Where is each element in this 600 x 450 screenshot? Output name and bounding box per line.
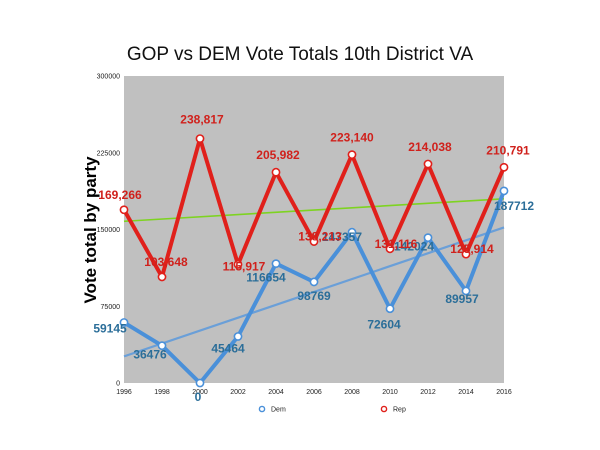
legend-marker-rep: [380, 405, 388, 413]
dem-point: [271, 259, 281, 269]
dem-data-label: 45464: [211, 341, 245, 355]
x-tick-label: 2006: [306, 389, 322, 396]
rep-data-label: 223,140: [330, 131, 374, 145]
x-tick-label: 1998: [154, 389, 170, 396]
rep-point: [119, 205, 129, 215]
dem-data-label: 72604: [367, 318, 401, 332]
x-tick-label: 2016: [496, 389, 512, 396]
legend: Dem Rep: [258, 405, 406, 414]
rep-trend-line: [123, 198, 505, 223]
rep-data-label: 103,648: [144, 255, 188, 269]
legend-label-rep: Rep: [393, 407, 406, 414]
dem-point: [499, 186, 509, 196]
dem-data-label: 89957: [445, 292, 479, 306]
x-tick-label: 2004: [268, 389, 284, 396]
dem-trend-line: [123, 226, 505, 358]
dem-point: [385, 304, 395, 314]
rep-data-label: 169,266: [98, 188, 142, 202]
chart-title: GOP vs DEM Vote Totals 10th District VA: [126, 44, 474, 65]
x-tick-label: 2014: [458, 389, 474, 396]
x-tick-label: 2008: [344, 389, 360, 396]
x-tick-label: 2012: [420, 389, 436, 396]
dem-data-label: 0: [195, 390, 202, 404]
rep-point: [385, 244, 395, 254]
dem-point: [423, 233, 433, 243]
rep-point: [157, 272, 167, 282]
rep-point: [271, 167, 281, 177]
x-tick-label: 1996: [116, 389, 132, 396]
y-tick-label: 300000: [97, 74, 120, 81]
plot-area: [124, 76, 504, 383]
x-tick-label: 2002: [230, 389, 246, 396]
y-tick-label: 75000: [101, 304, 121, 311]
rep-data-label: 210,791: [486, 143, 530, 157]
dem-data-label: 59145: [93, 321, 127, 335]
y-tick-label: 0: [116, 381, 120, 388]
dem-data-label: 187712: [494, 199, 534, 213]
x-tick-label: 2010: [382, 389, 398, 396]
dem-point: [461, 286, 471, 296]
y-axis-ticks: 0 75000 150000 225000 300000: [97, 74, 120, 388]
dem-point: [233, 332, 243, 341]
dem-point: [195, 378, 205, 388]
rep-data-label: 214,038: [408, 140, 452, 154]
dem-data-label: 36476: [133, 348, 167, 362]
dem-point: [119, 318, 129, 327]
rep-data-label: 115,917: [223, 259, 266, 273]
rep-point: [423, 159, 433, 169]
y-tick-label: 150000: [97, 227, 120, 234]
rep-point: [347, 150, 357, 160]
dem-point: [309, 277, 319, 287]
rep-point: [195, 134, 205, 144]
legend-label-dem: Dem: [271, 407, 286, 414]
rep-data-label: 205,982: [256, 148, 300, 162]
data-labels: 59145 36476 0 45464 116654 98769 147357 72604 14…: [93, 113, 534, 404]
y-tick-label: 225000: [97, 150, 120, 157]
y-axis-label: Vote total by party: [81, 156, 100, 304]
dem-data-label: 142024: [394, 240, 434, 254]
dem-data-label: 147357: [322, 230, 362, 244]
rep-point: [499, 162, 509, 172]
rep-data-label: 138,213: [298, 230, 342, 244]
trend-lines: [123, 198, 505, 358]
rep-data-label: 125,914: [450, 242, 494, 256]
dem-point: [157, 341, 167, 351]
dem-data-label: 98769: [297, 289, 331, 303]
rep-data-label: 238,817: [180, 113, 224, 127]
rep-point: [309, 237, 319, 246]
x-tick-label: 2000: [192, 389, 208, 396]
rep-data-label: 131,116: [375, 237, 418, 251]
series-lines: [119, 134, 509, 388]
legend-marker-dem: [258, 405, 266, 413]
rep-point: [461, 249, 471, 259]
rep-point: [233, 259, 243, 269]
x-axis-ticks: 1996 1998 2000 2002 2004 2006 2008 2010 2012 2014…: [116, 389, 512, 396]
dem-point: [347, 227, 357, 237]
dem-data-label: 116654: [246, 271, 286, 285]
